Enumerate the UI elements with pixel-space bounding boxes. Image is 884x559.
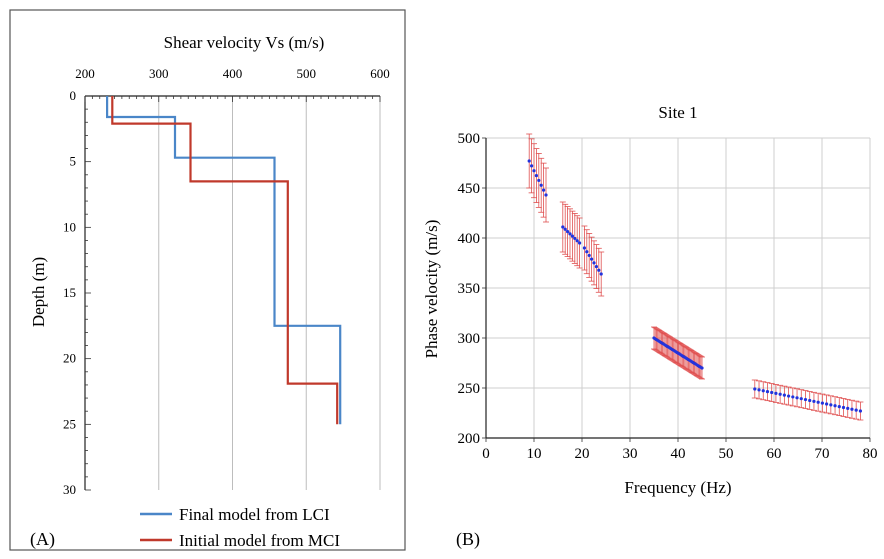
data-point (791, 395, 795, 399)
panel-b-label: (B) (456, 529, 480, 550)
data-point (786, 394, 791, 398)
panel-b-ylabel: Phase velocity (m/s) (422, 220, 441, 359)
data-point (837, 405, 841, 409)
data-point (566, 229, 570, 234)
data-point (590, 257, 594, 261)
data-point (561, 225, 565, 229)
data-point (573, 236, 577, 241)
data-point (700, 366, 704, 370)
data-point (841, 405, 846, 410)
panel-b-y-tick-label: 400 (458, 231, 481, 247)
data-point (854, 408, 858, 412)
data-point (761, 389, 765, 393)
panel-a-y-tick-label: 5 (70, 154, 77, 169)
panel-b-xlabel: Frequency (Hz) (624, 478, 731, 497)
data-point (544, 193, 548, 197)
panel-b-x-tick-label: 30 (623, 446, 638, 462)
data-point (587, 253, 591, 258)
data-point (829, 403, 833, 407)
panel-b-x-tick-label: 60 (767, 446, 782, 462)
panel-b-y-tick-label: 450 (458, 181, 481, 197)
data-point (542, 188, 546, 192)
data-point (570, 234, 575, 238)
data-point (575, 239, 579, 243)
data-point (774, 391, 778, 395)
panel-a-y-tick-label: 25 (63, 416, 76, 431)
data-point (795, 396, 799, 400)
panel-a-x-tick-label: 500 (297, 66, 317, 81)
data-point (757, 388, 761, 392)
panel-b-x-tick-label: 10 (527, 446, 542, 462)
data-point (527, 159, 531, 163)
panel-a-plot: 200 300 400 500 600 0 5 10 15 20 25 30 (63, 66, 390, 497)
panel-b-x-tick-label: 20 (575, 446, 590, 462)
panel-b-y-tick-label: 500 (458, 131, 481, 147)
panel-b-x-tick-label: 0 (482, 446, 490, 462)
data-point (594, 264, 599, 269)
data-point (592, 261, 596, 265)
panel-a-y-tick-label: 30 (63, 482, 76, 497)
panel-b-x-tick-label: 40 (671, 446, 686, 462)
data-point (833, 404, 837, 408)
panel-b-y-tick-label: 300 (458, 331, 481, 347)
data-point (858, 409, 863, 413)
data-point (782, 393, 786, 397)
data-point (799, 397, 803, 401)
panel-b-x-tick-label: 70 (815, 446, 830, 462)
data-point (582, 246, 587, 250)
panel-b-title: Site 1 (658, 103, 697, 122)
panel-a-y-tick-label: 20 (63, 351, 76, 366)
panel-a-frame (9, 9, 406, 551)
data-point (850, 407, 854, 411)
data-point (539, 183, 543, 187)
data-point (530, 164, 534, 168)
data-point (534, 173, 539, 178)
data-point (820, 401, 824, 405)
data-point (778, 392, 782, 396)
data-point (770, 390, 774, 395)
data-point (568, 232, 572, 236)
panel-a-label: (A) (30, 529, 55, 550)
panel-a-x-tick-label: 600 (370, 66, 390, 81)
panel-b-y-tick-label: 200 (458, 431, 481, 447)
panel-b-y-tick-label: 250 (458, 381, 481, 397)
panel-a-x-tick-label: 300 (149, 66, 169, 81)
panel-a-y-tick-label: 15 (63, 285, 76, 300)
data-point (803, 397, 808, 402)
panel-a-x-tick-label: 400 (223, 66, 243, 81)
panel-a-ylabel: Depth (m) (29, 257, 48, 327)
data-point (816, 400, 820, 404)
data-point (537, 178, 541, 183)
panel-a-series-2 (111, 96, 339, 425)
panel-a-y-tick-label: 0 (70, 88, 77, 103)
panel-a-legend: Final model from LCI Initial model from M… (140, 505, 340, 550)
data-point (578, 241, 582, 245)
panel-b-x-tick-label: 80 (863, 446, 878, 462)
panel-a-y-tick-label: 10 (63, 219, 76, 234)
legend-entry: Final model from LCI (179, 505, 330, 524)
data-point (753, 387, 757, 391)
panel-a-x-tick-label: 200 (75, 66, 95, 81)
data-point (808, 398, 812, 403)
data-point (812, 399, 816, 403)
data-point (825, 402, 829, 406)
panel-a-series-1 (105, 96, 342, 425)
data-point (846, 406, 850, 410)
panel-a-title: Shear velocity Vs (m/s) (164, 33, 325, 52)
panel-b-y-tick-label: 350 (458, 281, 481, 297)
data-point (765, 390, 770, 394)
data-point (563, 227, 567, 231)
panel-b-x-tick-label: 50 (719, 446, 734, 462)
legend-entry: Initial model from MCI (179, 531, 340, 550)
data-point (532, 169, 536, 173)
data-point (599, 272, 603, 276)
panel-b-plot: 0 10 20 30 40 50 60 70 80 200 250 300 350 400 450 500 (458, 131, 878, 462)
data-point (597, 268, 601, 272)
data-point (585, 250, 589, 254)
